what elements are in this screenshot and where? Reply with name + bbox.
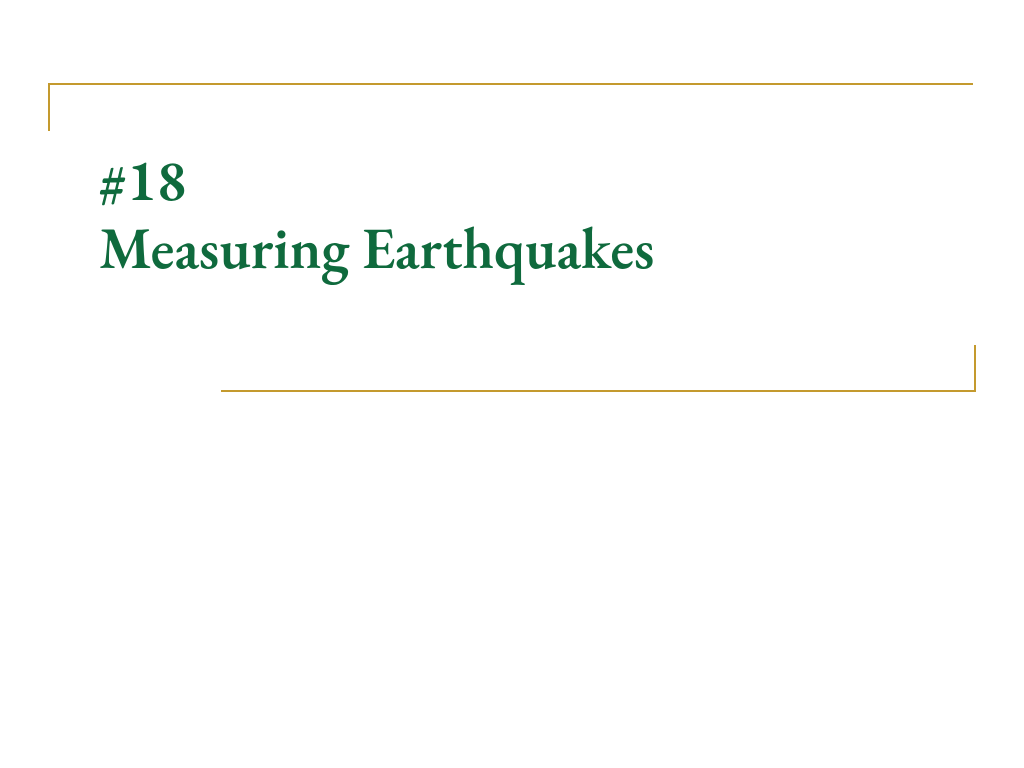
- title-line-2: Measuring Earthquakes: [99, 215, 939, 283]
- bottom-corner-rule: [221, 345, 976, 392]
- top-corner-rule: [48, 83, 973, 131]
- title-line-1: #18: [99, 147, 939, 215]
- title-block: #18 Measuring Earthquakes: [99, 147, 939, 284]
